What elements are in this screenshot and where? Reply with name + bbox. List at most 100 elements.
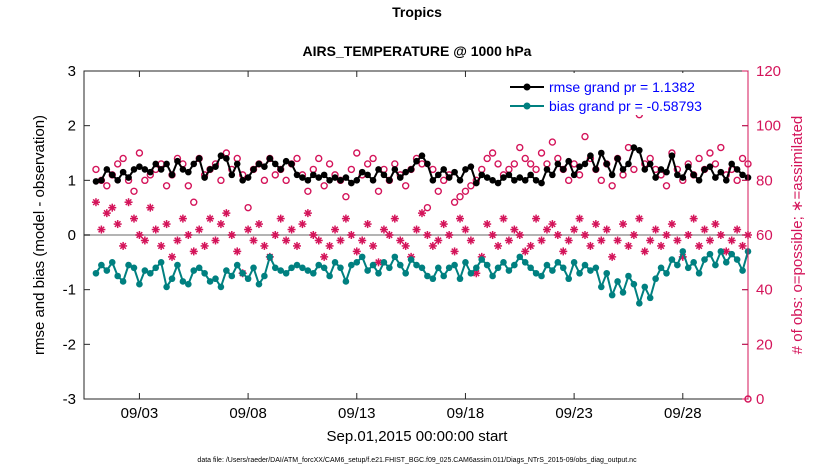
rmse-point — [722, 177, 730, 184]
bias-point — [706, 250, 714, 258]
rmse-point — [206, 166, 214, 173]
rmse-point — [266, 155, 274, 162]
assimilated-obs-point — [526, 241, 535, 250]
rmse-point — [701, 166, 708, 173]
assimilated-obs-point — [325, 241, 334, 250]
assimilated-obs-point — [113, 220, 122, 229]
assimilated-obs-point — [695, 241, 704, 250]
possible-obs-point — [597, 176, 605, 185]
assimilated-obs-point — [173, 236, 182, 245]
x-tick-label: 09/03 — [121, 405, 159, 422]
possible-obs-point — [630, 165, 638, 174]
rmse-point — [239, 177, 246, 184]
rmse-point — [695, 177, 703, 184]
possible-obs-point — [440, 176, 448, 185]
assimilated-obs-point — [303, 209, 312, 218]
assimilated-obs-point — [564, 236, 573, 245]
bias-point — [407, 256, 415, 263]
assimilated-obs-point — [575, 214, 584, 223]
bias-point — [108, 259, 116, 266]
assimilated-obs-point — [184, 231, 193, 239]
rmse-point — [157, 166, 165, 173]
possible-obs-point — [369, 154, 377, 163]
bias-point — [282, 269, 290, 277]
rmse-point — [271, 160, 279, 168]
bias-point — [538, 272, 545, 280]
rmse-point — [516, 174, 524, 181]
right-tick-label: 120 — [756, 63, 781, 80]
possible-obs-point — [184, 182, 193, 190]
bias-point — [587, 267, 594, 274]
assimilated-obs-point — [276, 214, 285, 223]
assimilated-obs-point — [412, 225, 421, 234]
possible-obs-point — [141, 176, 149, 185]
rmse-point — [739, 171, 746, 179]
rmse-point — [288, 160, 295, 168]
assimilated-obs-point — [515, 231, 524, 239]
possible-obs-point — [532, 165, 540, 174]
bias-point — [157, 259, 165, 266]
bias-point — [217, 283, 225, 291]
bias-point — [473, 264, 480, 272]
bias-point — [212, 275, 219, 283]
assimilated-obs-point — [195, 225, 204, 234]
assimilated-obs-point — [200, 241, 209, 250]
bias-point — [266, 253, 274, 261]
assimilated-obs-point — [178, 214, 187, 223]
bias-point — [380, 259, 388, 266]
left-tick-label: -1 — [63, 282, 76, 299]
y-axis-label-right: # of obs: o=possible; ∗=assimilated — [789, 116, 806, 355]
rmse-point — [103, 166, 111, 173]
rmse-point — [250, 166, 257, 173]
assimilated-obs-point — [553, 231, 562, 239]
assimilated-obs-point — [559, 247, 568, 256]
rmse-point — [733, 166, 741, 173]
assimilated-obs-point — [102, 209, 111, 218]
rmse-point — [364, 171, 371, 179]
rmse-point — [299, 174, 306, 181]
rmse-point — [326, 177, 333, 184]
rmse-point — [690, 171, 697, 179]
possible-obs-point — [315, 154, 323, 163]
assimilated-obs-point — [510, 225, 519, 234]
bias-point — [375, 269, 382, 277]
possible-obs-point — [282, 176, 290, 185]
rmse-point — [451, 168, 458, 176]
rmse-point — [304, 177, 312, 184]
bias-point — [152, 264, 160, 272]
assimilated-obs-point — [363, 220, 372, 229]
assimilated-obs-point — [227, 231, 236, 239]
assimilated-obs-point — [542, 225, 551, 234]
bias-point — [462, 259, 469, 266]
legend-rmse-label: rmse grand pr = 1.1382 — [549, 79, 695, 95]
assimilated-obs-point — [439, 220, 448, 229]
assimilated-obs-point — [673, 236, 682, 245]
bias-point — [663, 269, 670, 277]
assimilated-obs-point — [504, 236, 513, 245]
rmse-point — [706, 163, 714, 170]
assimilated-obs-point — [428, 241, 437, 250]
assimilated-obs-point — [341, 214, 350, 223]
possible-obs-point — [467, 182, 475, 190]
bias-point — [668, 256, 676, 263]
assimilated-obs-point — [466, 236, 475, 245]
series-layer — [92, 144, 752, 307]
assimilated-obs-point — [700, 225, 709, 234]
assimilated-obs-point — [537, 236, 546, 245]
possible-obs-point — [119, 154, 127, 163]
possible-obs-point — [353, 149, 361, 157]
bias-point — [456, 275, 464, 283]
possible-obs-point — [717, 143, 725, 152]
assimilated-obs-point — [532, 214, 541, 223]
possible-obs-point — [706, 149, 714, 157]
left-tick-label: 1 — [68, 172, 76, 189]
assimilated-obs-point — [168, 252, 177, 261]
assimilated-obs-point — [434, 236, 443, 245]
assimilated-obs-point — [727, 236, 736, 245]
assimilated-obs-point — [129, 214, 138, 223]
bias-point — [413, 261, 420, 269]
bias-point — [554, 259, 562, 266]
bias-point — [690, 259, 697, 266]
rmse-point — [581, 160, 589, 168]
